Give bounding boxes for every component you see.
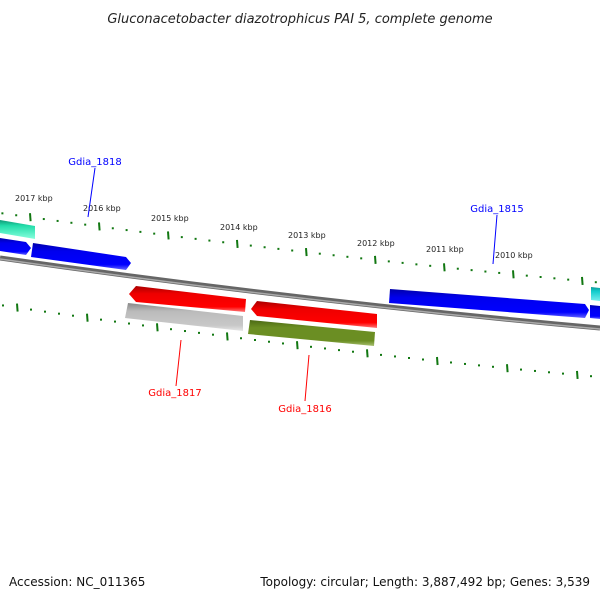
genome-summary-text: Topology: circular; Length: 3,887,492 bp… <box>259 575 590 589</box>
gene-label-gdia-1817[interactable]: Gdia_1817 <box>148 388 201 399</box>
major-tick <box>581 276 584 286</box>
gdia-1815-leader <box>492 214 498 265</box>
tick-label: 2013 kbp <box>288 231 326 240</box>
feature-cyan-right[interactable] <box>591 287 600 301</box>
gene-label-gdia-1816[interactable]: Gdia_1816 <box>278 404 331 415</box>
major-tick <box>167 231 170 240</box>
map-title: Gluconacetobacter diazotrophicus PAI 5, … <box>107 12 492 27</box>
major-tick <box>576 370 579 379</box>
major-tick <box>98 222 101 231</box>
gdia-1817-leader <box>175 339 182 387</box>
major-tick <box>296 341 299 350</box>
major-tick <box>374 255 377 264</box>
major-tick <box>236 239 239 249</box>
major-tick <box>16 303 19 312</box>
tick-label: 2017 kbp <box>15 194 53 203</box>
backbone-ring <box>0 255 600 331</box>
feature-teal-left[interactable] <box>0 220 35 239</box>
backbone-highlight <box>0 258 600 330</box>
feature-forward-cds-left[interactable] <box>0 238 31 255</box>
gdia-1816-leader <box>304 354 310 402</box>
major-tick <box>436 356 439 366</box>
tick-label: 2012 kbp <box>357 239 395 248</box>
tick-label: 2014 kbp <box>220 223 258 232</box>
gene-label-gdia-1815[interactable]: Gdia_1815 <box>470 204 523 215</box>
tick-label: 2010 kbp <box>495 251 533 260</box>
major-tick <box>366 349 369 358</box>
feature-forward-cds-right[interactable] <box>590 305 600 319</box>
tick-marks <box>1 212 597 379</box>
tick-label: 2015 kbp <box>151 214 189 223</box>
major-tick <box>305 248 308 257</box>
tick-label: 2011 kbp <box>426 245 464 254</box>
feature-gdia-1818[interactable] <box>31 243 131 270</box>
feature-olive-1816[interactable] <box>248 320 375 346</box>
feature-gdia-1815[interactable] <box>389 289 589 318</box>
feature-gdia-1817[interactable] <box>129 286 246 312</box>
major-tick <box>29 213 32 222</box>
major-tick <box>443 263 446 272</box>
feature-gdia-1816[interactable] <box>251 301 377 328</box>
tick-label: 2016 kbp <box>83 204 121 213</box>
major-tick <box>86 313 89 322</box>
accession-text: Accession: NC_011365 <box>9 575 145 589</box>
gene-label-gdia-1818[interactable]: Gdia_1818 <box>68 157 121 168</box>
major-tick <box>156 323 159 332</box>
major-tick <box>512 270 515 279</box>
gdia-1818-leader <box>87 167 96 218</box>
major-tick <box>226 332 229 341</box>
feature-grey-1817[interactable] <box>125 303 243 331</box>
major-tick <box>506 364 509 373</box>
